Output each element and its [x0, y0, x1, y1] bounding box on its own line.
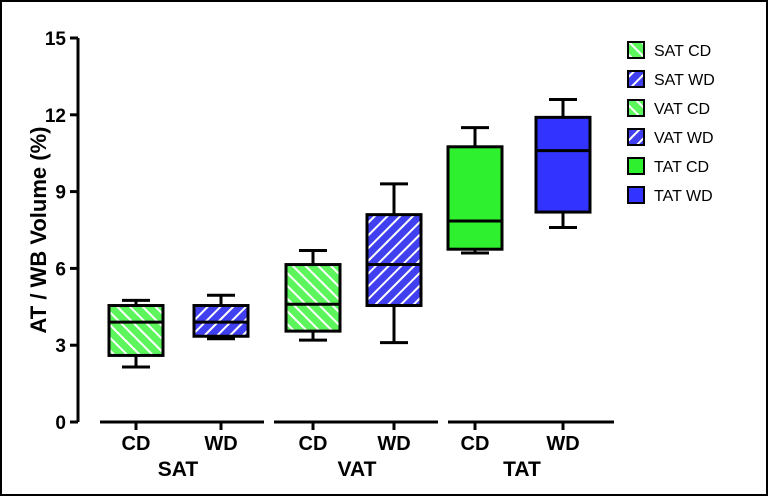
box-tat-cd [446, 126, 504, 255]
y-tick-label: 0 [55, 413, 66, 434]
iqr-box [284, 263, 342, 333]
y-tick-label: 12 [45, 106, 66, 127]
legend-item: SAT CD [627, 41, 711, 60]
legend-swatch [627, 128, 645, 146]
box-sat-cd [107, 298, 165, 369]
x-category-label: WD [546, 433, 579, 455]
boxes [107, 97, 592, 369]
iqr-box [534, 115, 592, 214]
legend-label: SAT CD [654, 43, 711, 60]
x-group-label: VAT [338, 458, 377, 481]
legend-swatch [627, 70, 645, 88]
legend-item: TAT WD [627, 186, 713, 205]
x-category-label: WD [377, 433, 410, 455]
y-tick-label: 15 [45, 29, 67, 50]
y-tick-label: 6 [55, 259, 66, 280]
legend-item: VAT CD [627, 99, 710, 118]
legend-label: TAT CD [654, 159, 709, 176]
legend-item: TAT CD [627, 157, 709, 176]
legend-label: TAT WD [654, 188, 713, 205]
legend-swatch [627, 99, 645, 117]
legend-label: VAT CD [654, 101, 710, 118]
x-group-label: SAT [158, 458, 199, 481]
legend-label: SAT WD [654, 72, 715, 89]
y-tick-label: 3 [55, 336, 66, 357]
x-category-label: CD [299, 433, 328, 455]
box-tat-wd [534, 97, 592, 229]
box-vat-wd [365, 182, 423, 345]
legend-swatch [627, 41, 645, 59]
x-category-label: CD [461, 433, 490, 455]
y-tick-label: 9 [55, 183, 66, 204]
legend-swatch [627, 157, 645, 175]
legend-label: VAT WD [654, 130, 714, 147]
x-category-label: CD [122, 433, 151, 455]
legend-item: SAT WD [627, 70, 715, 89]
legend-swatch [627, 186, 645, 204]
legend: SAT CD SAT WD VAT CD VAT WD TAT CD TAT WD [627, 41, 715, 205]
box-sat-wd [192, 293, 250, 341]
x-group-label: TAT [503, 458, 541, 481]
iqr-box [107, 304, 165, 357]
box-vat-cd [284, 248, 342, 342]
y-axis: 0 3 6 9 12 15 [45, 29, 80, 434]
legend-item: VAT WD [627, 128, 714, 147]
iqr-box [365, 213, 423, 308]
iqr-box [446, 145, 504, 251]
x-category-label: WD [204, 433, 237, 455]
y-axis-label: AT / WB Volume (%) [26, 127, 51, 334]
